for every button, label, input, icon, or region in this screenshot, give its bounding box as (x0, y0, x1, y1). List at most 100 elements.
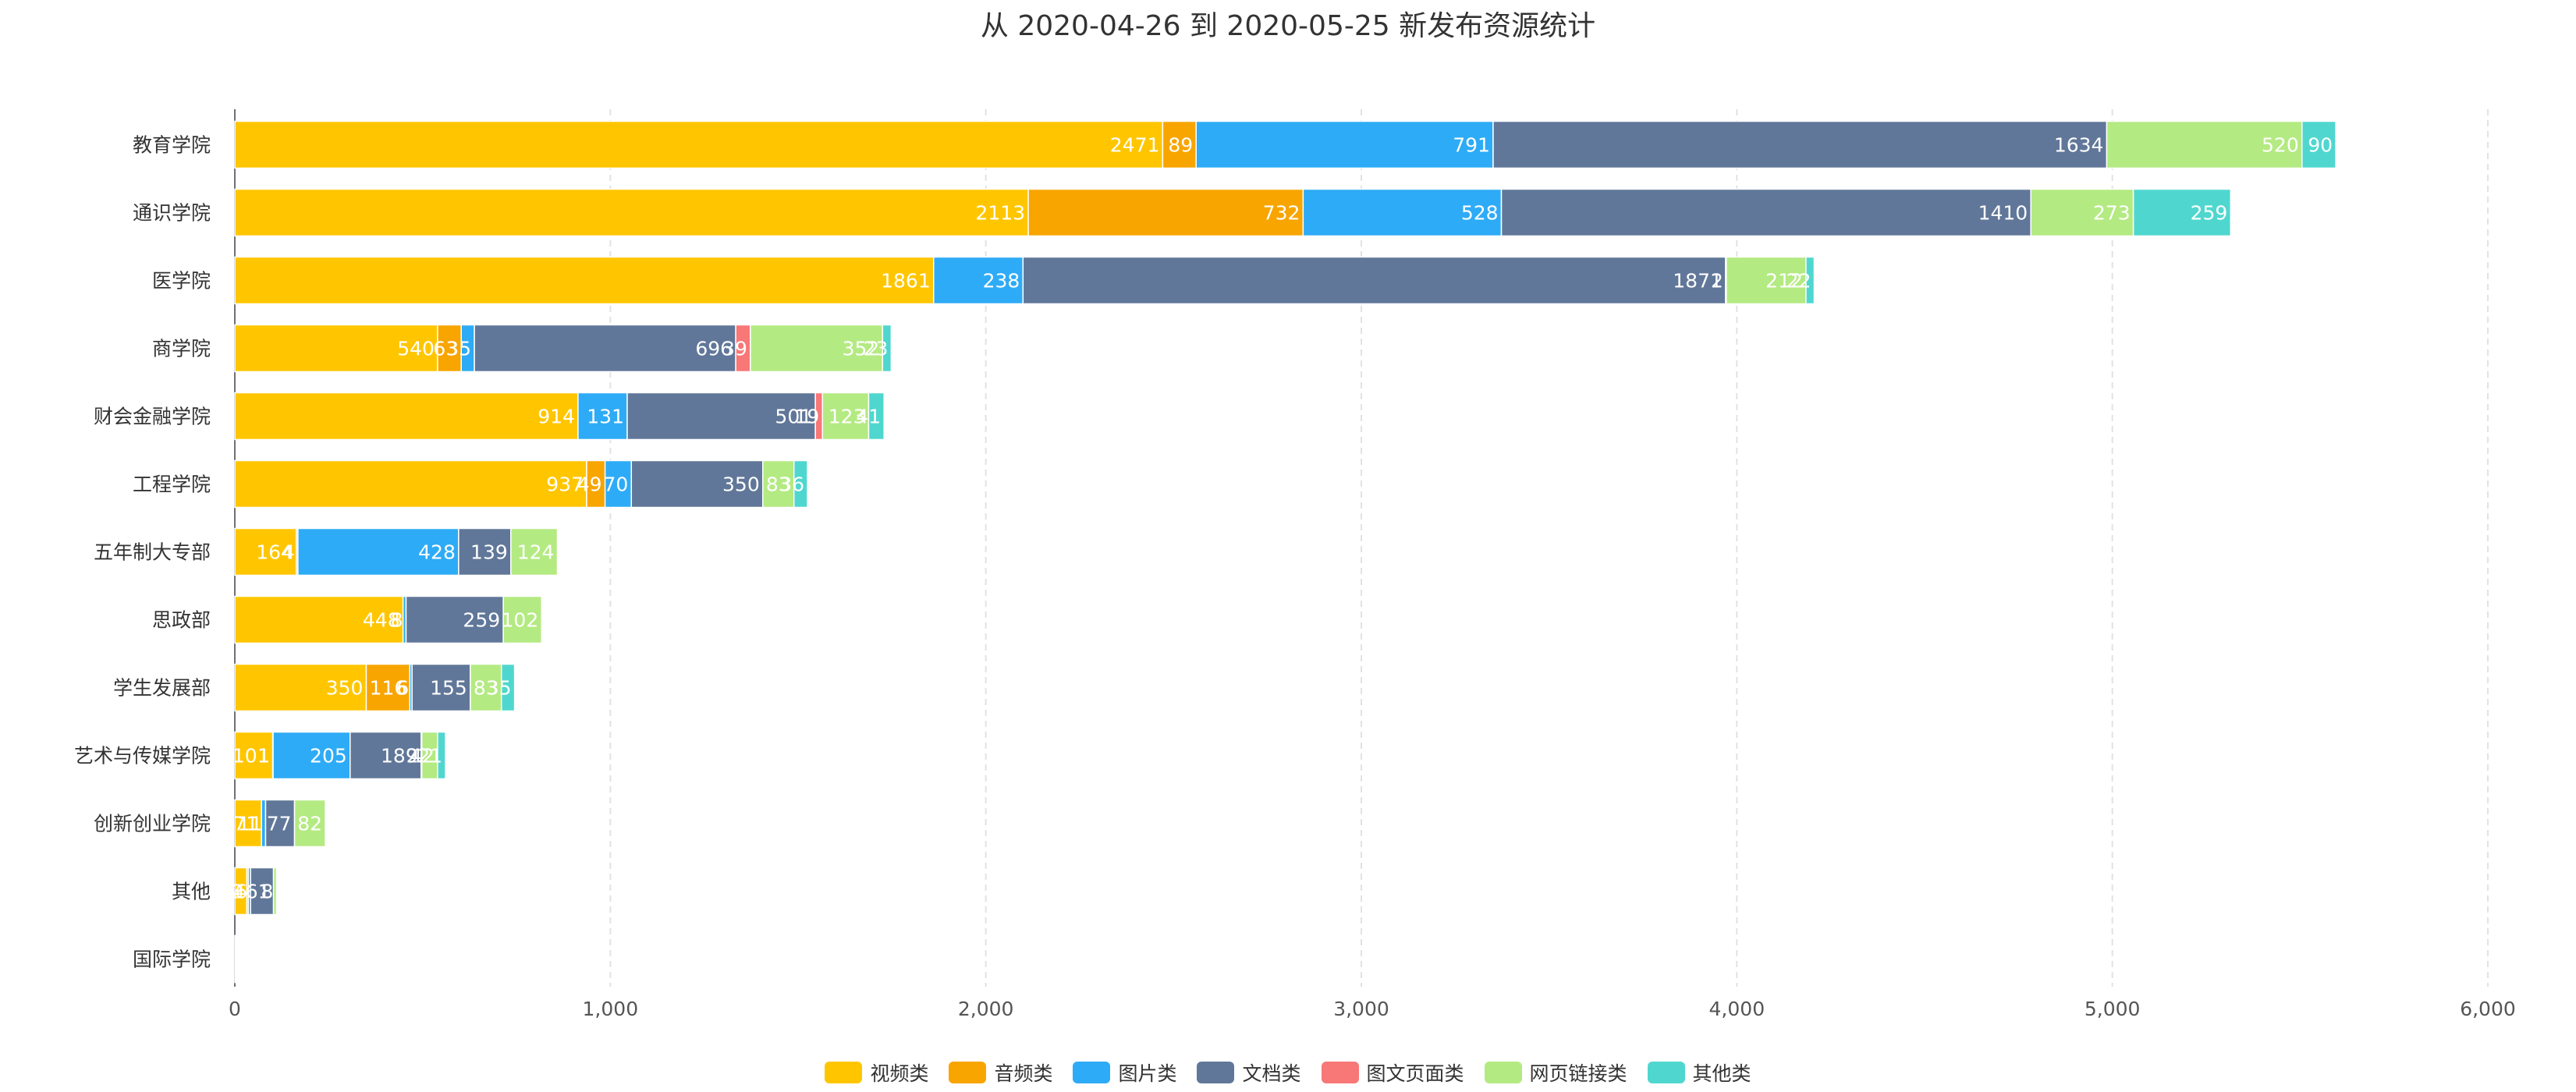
data-label: 350 (326, 677, 364, 700)
data-label: 155 (430, 677, 467, 700)
bar-segment[interactable] (234, 459, 587, 509)
data-label: 528 (1461, 202, 1499, 225)
category-label: 创新创业学院 (94, 813, 211, 835)
legend-item[interactable]: 图文页面类 (1321, 1058, 1464, 1087)
legend-swatch (949, 1062, 987, 1083)
category-label: 财会金融学院 (94, 406, 211, 428)
data-label: 1410 (1978, 202, 2028, 225)
bar-segment[interactable] (577, 392, 628, 441)
bar-segment[interactable] (1805, 256, 1815, 305)
category-label: 工程学院 (133, 473, 211, 496)
bar-segment[interactable] (234, 324, 438, 373)
bar-segment[interactable] (234, 527, 297, 576)
grid-layer (234, 109, 2489, 987)
bar-segment[interactable] (293, 799, 326, 848)
bar-segment[interactable] (502, 595, 542, 644)
bar-segment[interactable] (762, 459, 795, 509)
legend-item[interactable]: 图片类 (1073, 1058, 1176, 1087)
x-tick-label: 5,000 (2085, 998, 2141, 1020)
data-label: 6 (235, 881, 247, 903)
legend-label: 图片类 (1118, 1062, 1177, 1085)
data-label: 11 (238, 813, 263, 835)
data-label: 259 (2191, 202, 2228, 225)
data-label: 63 (433, 338, 458, 360)
data-label: 49 (577, 473, 602, 496)
data-label: 139 (470, 541, 508, 564)
x-tick-label: 4,000 (1709, 998, 1765, 1020)
data-label: 2 (406, 745, 419, 768)
data-label: 914 (538, 406, 575, 428)
data-label: 6 (396, 677, 409, 700)
bar-segment[interactable] (234, 392, 579, 441)
chart-title: 从 2020-04-26 到 2020-05-25 新发布资源统计 (980, 10, 1596, 42)
legend-item[interactable]: 音频类 (949, 1058, 1052, 1087)
data-label: 520 (2262, 134, 2299, 157)
bar-segment[interactable] (933, 256, 1024, 305)
data-label: 42 (410, 745, 435, 768)
data-label: 23 (864, 338, 889, 360)
category-label: 五年制大专部 (94, 541, 211, 564)
bar-segment[interactable] (500, 663, 516, 712)
bar-segment[interactable] (2106, 120, 2303, 169)
category-label: 通识学院 (133, 202, 211, 225)
bar-segment[interactable] (264, 799, 296, 848)
data-label: 83 (766, 473, 791, 496)
bar-segment[interactable] (250, 867, 275, 916)
data-label: 350 (722, 473, 760, 496)
legend[interactable]: 视频类 音频类 图片类 文档类 图文页面类 网页链接类 其他类 (0, 1058, 2576, 1087)
bar-segment[interactable] (1726, 256, 1807, 305)
bar-segment[interactable] (234, 256, 935, 305)
bar-segment[interactable] (234, 799, 262, 848)
bar-segment[interactable] (349, 731, 422, 780)
bar-segment[interactable] (882, 324, 892, 373)
data-label: 1634 (2054, 134, 2104, 157)
legend-item[interactable]: 文档类 (1197, 1058, 1301, 1087)
bar-segment[interactable] (1500, 188, 2031, 237)
legend-label: 图文页面类 (1366, 1062, 1464, 1085)
bar-segment[interactable] (2301, 120, 2336, 169)
bar-segment[interactable] (1162, 120, 1197, 169)
category-label-layer: 教育学院通识学院医学院商学院财会金融学院工程学院五年制大专部思政部学生发展部艺术… (74, 134, 211, 971)
data-label: 41 (856, 406, 881, 428)
data-label: 77 (267, 813, 292, 835)
bar-segment[interactable] (234, 188, 1029, 237)
legend-item[interactable]: 其他类 (1647, 1058, 1751, 1087)
bar-segment[interactable] (411, 663, 471, 712)
legend-item[interactable]: 网页链接类 (1484, 1058, 1627, 1087)
bar-segment[interactable] (868, 392, 885, 441)
bar-segment[interactable] (1022, 256, 1726, 305)
legend-label: 文档类 (1242, 1062, 1301, 1085)
bar-segment[interactable] (793, 459, 808, 509)
x-tick-label-layer: 0 1,000 2,000 3,000 4,000 5,000 6,000 (229, 998, 2516, 1020)
bar-segment[interactable] (437, 731, 446, 780)
data-label: 123 (829, 406, 866, 428)
data-label: 39 (722, 338, 747, 360)
data-label: 732 (1263, 202, 1300, 225)
bar-segment[interactable] (1492, 120, 2108, 169)
data-label: 189 (381, 745, 418, 768)
data-label: 124 (517, 541, 555, 564)
legend-label: 其他类 (1692, 1062, 1751, 1085)
bar-segment[interactable] (234, 120, 1164, 169)
bar-segment[interactable] (234, 934, 237, 984)
bar-segment[interactable] (437, 324, 462, 373)
bar-segment[interactable] (626, 392, 816, 441)
bar-segment[interactable] (2132, 188, 2232, 237)
legend-item[interactable]: 视频类 (825, 1058, 928, 1087)
data-label: 101 (232, 745, 270, 768)
bar-segment[interactable] (1027, 188, 1304, 237)
bar-segment[interactable] (234, 595, 404, 644)
data-label: 36 (779, 473, 804, 496)
data-label: 2113 (975, 202, 1025, 225)
data-label: 4 (282, 541, 295, 564)
data-label: 1871 (1673, 270, 1723, 292)
legend-swatch (1484, 1062, 1522, 1083)
bar-segment[interactable] (510, 527, 559, 576)
bar-segment[interactable] (458, 527, 512, 576)
bar-segment[interactable] (1195, 120, 1494, 169)
bar-segment[interactable] (750, 324, 884, 373)
bar-segment[interactable] (272, 867, 278, 916)
legend-swatch (825, 1062, 863, 1083)
data-label: 937 (546, 473, 584, 496)
